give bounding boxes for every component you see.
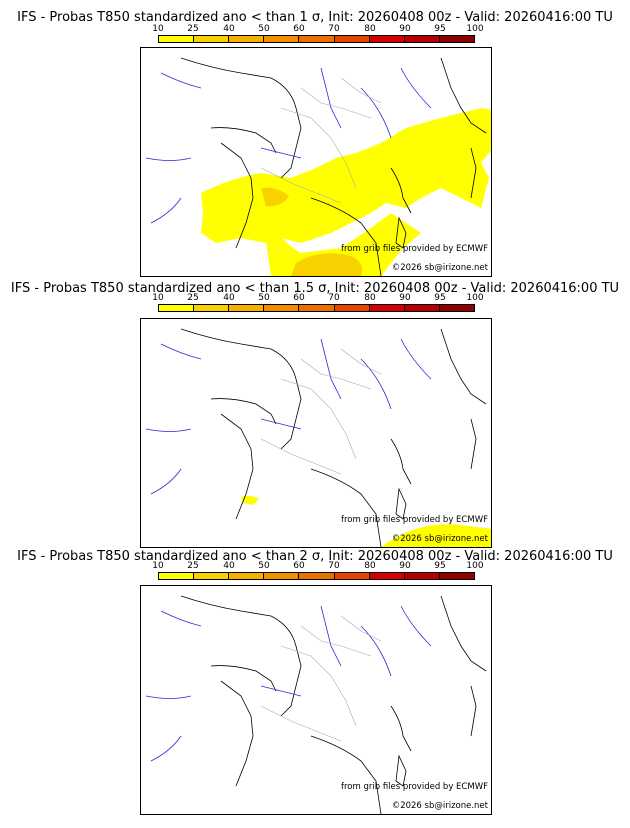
scale-swatch [229,305,265,311]
scale-tick-label: 100 [466,293,484,303]
scale-tick-label: 50 [258,561,270,571]
scale-swatch [159,305,195,311]
scale-swatch [264,573,300,579]
scale-tick-label: 40 [223,24,235,34]
scale-tick-label: 80 [364,293,376,303]
scale-swatch [404,36,440,42]
scale-swatch [299,305,335,311]
scale-swatch [194,573,230,579]
scale-tick-label: 10 [152,24,164,34]
scale-swatch [194,305,230,311]
scale-swatch [369,573,405,579]
scale-tick-label: 90 [399,24,411,34]
probability-color-scale [158,35,475,43]
scale-tick-label: 50 [258,293,270,303]
scale-tick-label: 95 [434,293,446,303]
probability-scale-labels: 10 25 40 50 60 70 80 90 95 100 [140,24,490,34]
scale-tick-label: 60 [293,24,305,34]
map-drawing [145,595,487,814]
scale-swatch [369,305,405,311]
scale-tick-label: 90 [399,293,411,303]
scale-tick-label: 25 [187,293,199,303]
scale-swatch [299,573,335,579]
scale-swatch [229,36,265,42]
map-panel-3: IFS - Probas T850 standardized ano < tha… [0,548,630,828]
map-panel-1: IFS - Probas T850 standardized ano < tha… [0,0,630,278]
probability-map: from grib files provided by ECMWF ©2026 … [140,585,492,815]
probability-map: from grib files provided by ECMWF ©2026 … [140,318,492,548]
map-drawing [145,57,491,276]
scale-tick-label: 95 [434,561,446,571]
scale-tick-label: 60 [293,293,305,303]
map-panel-2: IFS - Probas T850 standardized ano < tha… [0,278,630,548]
scale-tick-label: 70 [328,24,340,34]
scale-tick-label: 80 [364,24,376,34]
scale-swatch [334,36,370,42]
scale-swatch [194,36,230,42]
scale-tick-label: 40 [223,293,235,303]
probability-map: from grib files provided by ECMWF ©2026 … [140,47,492,277]
data-source-credit: from grib files provided by ECMWF [341,244,488,254]
scale-swatch [334,573,370,579]
scale-tick-label: 90 [399,561,411,571]
scale-tick-label: 50 [258,24,270,34]
scale-swatch [159,573,195,579]
probability-color-scale [158,572,475,580]
data-source-credit: from grib files provided by ECMWF [341,782,488,792]
scale-swatch [404,305,440,311]
scale-tick-label: 95 [434,24,446,34]
panel-title: IFS - Probas T850 standardized ano < tha… [17,549,613,564]
map-drawing [145,328,491,547]
scale-tick-label: 80 [364,561,376,571]
scale-swatch [404,573,440,579]
scale-swatch [369,36,405,42]
scale-tick-label: 25 [187,24,199,34]
scale-tick-label: 60 [293,561,305,571]
panel-title: IFS - Probas T850 standardized ano < tha… [10,281,620,296]
scale-tick-label: 10 [152,293,164,303]
data-source-credit: from grib files provided by ECMWF [341,515,488,525]
probability-scale-labels: 10 25 40 50 60 70 80 90 95 100 [140,561,490,571]
scale-swatch [264,305,300,311]
scale-tick-label: 25 [187,561,199,571]
scale-tick-label: 100 [466,561,484,571]
scale-tick-label: 70 [328,293,340,303]
scale-swatch [159,36,195,42]
probability-color-scale [158,304,475,312]
scale-swatch [439,36,474,42]
scale-swatch [334,305,370,311]
copyright-text: ©2026 sb@irizone.net [391,801,488,811]
scale-swatch [439,573,474,579]
scale-tick-label: 100 [466,24,484,34]
scale-tick-label: 40 [223,561,235,571]
copyright-text: ©2026 sb@irizone.net [391,263,488,273]
probability-scale-labels: 10 25 40 50 60 70 80 90 95 100 [140,293,490,303]
scale-tick-label: 70 [328,561,340,571]
copyright-text: ©2026 sb@irizone.net [391,534,488,544]
scale-swatch [229,573,265,579]
scale-tick-label: 10 [152,561,164,571]
scale-swatch [299,36,335,42]
scale-swatch [264,36,300,42]
scale-swatch [439,305,474,311]
panel-title: IFS - Probas T850 standardized ano < tha… [17,10,613,25]
